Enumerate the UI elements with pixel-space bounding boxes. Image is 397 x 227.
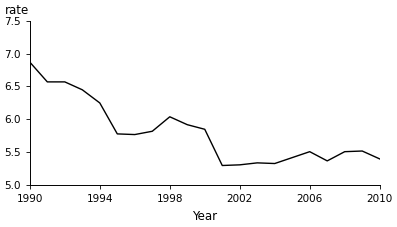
X-axis label: Year: Year [192,210,217,223]
Text: rate: rate [5,4,30,17]
